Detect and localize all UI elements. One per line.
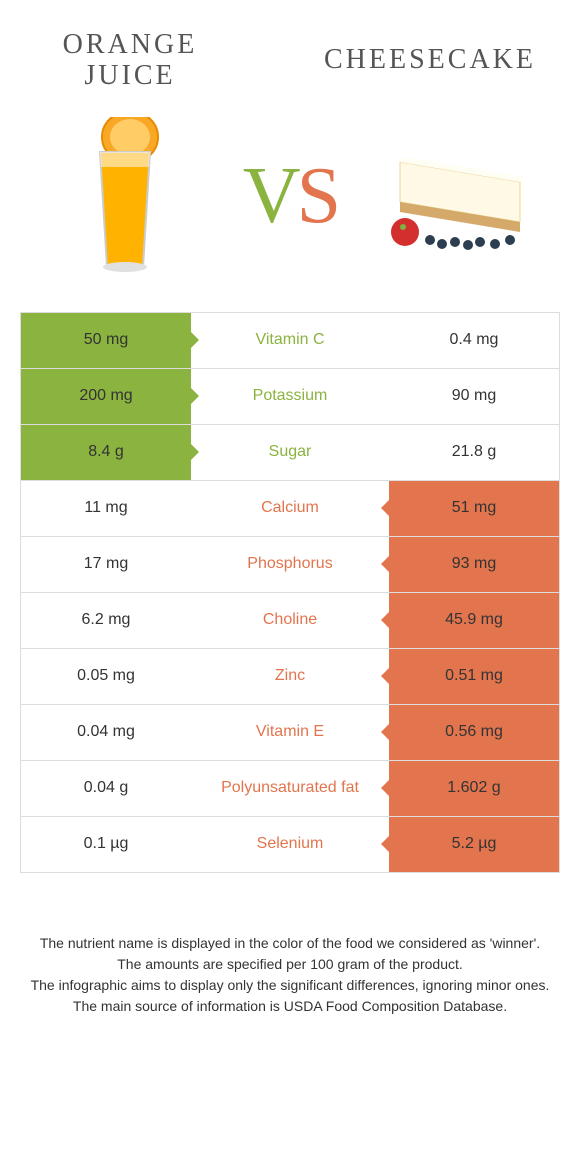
- right-value-cell: 1.602 g: [389, 761, 559, 816]
- hero-row: VS: [0, 102, 580, 312]
- table-row: 0.04 mgVitamin E0.56 mg: [21, 705, 559, 761]
- right-food-title: CHEESECAKE: [320, 45, 540, 76]
- right-value-cell: 5.2 µg: [389, 817, 559, 872]
- vs-label: VS: [243, 151, 337, 242]
- left-value-cell: 8.4 g: [21, 425, 191, 480]
- left-title-line2: JUICE: [84, 60, 175, 91]
- right-value-cell: 0.4 mg: [389, 313, 559, 368]
- orange-juice-image: [40, 112, 210, 282]
- left-value-cell: 50 mg: [21, 313, 191, 368]
- nutrient-label: Vitamin E: [191, 705, 389, 760]
- footer-line-1: The nutrient name is displayed in the co…: [30, 933, 550, 954]
- left-title-line1: ORANGE: [63, 29, 198, 60]
- table-row: 17 mgPhosphorus93 mg: [21, 537, 559, 593]
- left-value-cell: 0.04 g: [21, 761, 191, 816]
- table-row: 200 mgPotassium90 mg: [21, 369, 559, 425]
- header: ORANGE JUICE CHEESECAKE: [0, 0, 580, 102]
- nutrient-label: Phosphorus: [191, 537, 389, 592]
- left-value-cell: 200 mg: [21, 369, 191, 424]
- cheesecake-image: [370, 112, 540, 282]
- left-value-cell: 17 mg: [21, 537, 191, 592]
- table-row: 0.1 µgSelenium5.2 µg: [21, 817, 559, 873]
- table-row: 0.04 gPolyunsaturated fat1.602 g: [21, 761, 559, 817]
- right-value-cell: 21.8 g: [389, 425, 559, 480]
- right-value-cell: 93 mg: [389, 537, 559, 592]
- nutrient-label: Choline: [191, 593, 389, 648]
- nutrient-label: Polyunsaturated fat: [191, 761, 389, 816]
- nutrient-label: Selenium: [191, 817, 389, 872]
- footer-line-2: The amounts are specified per 100 gram o…: [30, 954, 550, 975]
- left-value-cell: 0.04 mg: [21, 705, 191, 760]
- left-value-cell: 6.2 mg: [21, 593, 191, 648]
- right-value-cell: 0.56 mg: [389, 705, 559, 760]
- left-food-title: ORANGE JUICE: [40, 30, 220, 92]
- table-row: 6.2 mgCholine45.9 mg: [21, 593, 559, 649]
- table-row: 0.05 mgZinc0.51 mg: [21, 649, 559, 705]
- left-value-cell: 11 mg: [21, 481, 191, 536]
- right-value-cell: 0.51 mg: [389, 649, 559, 704]
- table-row: 8.4 gSugar21.8 g: [21, 425, 559, 481]
- footer-notes: The nutrient name is displayed in the co…: [0, 873, 580, 1037]
- footer-line-3: The infographic aims to display only the…: [30, 975, 550, 996]
- nutrient-label: Vitamin C: [191, 313, 389, 368]
- right-value-cell: 45.9 mg: [389, 593, 559, 648]
- footer-line-4: The main source of information is USDA F…: [30, 996, 550, 1017]
- table-row: 11 mgCalcium51 mg: [21, 481, 559, 537]
- nutrient-table: 50 mgVitamin C0.4 mg200 mgPotassium90 mg…: [20, 312, 560, 873]
- nutrient-label: Sugar: [191, 425, 389, 480]
- right-value-cell: 90 mg: [389, 369, 559, 424]
- left-value-cell: 0.1 µg: [21, 817, 191, 872]
- left-value-cell: 0.05 mg: [21, 649, 191, 704]
- right-value-cell: 51 mg: [389, 481, 559, 536]
- nutrient-label: Calcium: [191, 481, 389, 536]
- nutrient-label: Zinc: [191, 649, 389, 704]
- vs-s: S: [297, 152, 338, 240]
- vs-v: V: [243, 152, 297, 240]
- nutrient-label: Potassium: [191, 369, 389, 424]
- table-row: 50 mgVitamin C0.4 mg: [21, 313, 559, 369]
